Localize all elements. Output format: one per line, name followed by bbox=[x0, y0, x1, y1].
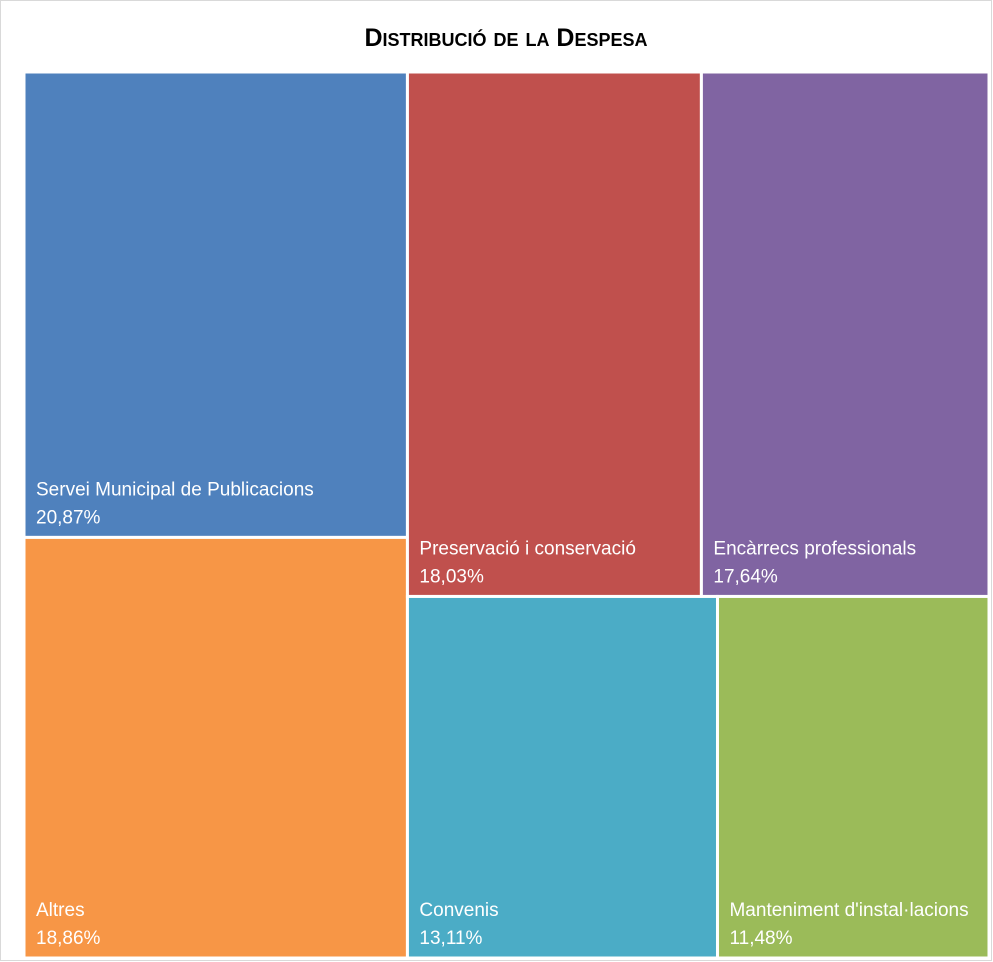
tile-value-label: 13,11% bbox=[419, 928, 482, 949]
tile-value-label: 18,03% bbox=[419, 566, 484, 587]
tile-name-label: Preservació i conservació bbox=[419, 538, 635, 559]
treemap-tile bbox=[22, 535, 409, 960]
tile-value-label: 20,87% bbox=[36, 507, 101, 528]
treemap-tile bbox=[405, 594, 719, 960]
treemap-tile bbox=[715, 594, 991, 960]
tile-name-label: Altres bbox=[36, 900, 85, 921]
treemap-tile bbox=[22, 70, 409, 539]
treemap-tile bbox=[405, 70, 703, 598]
tile-name-label: Encàrrecs professionals bbox=[713, 538, 916, 559]
tile-value-label: 17,64% bbox=[713, 566, 778, 587]
tile-value-label: 11,48% bbox=[729, 928, 792, 949]
treemap-tile bbox=[699, 70, 991, 598]
tile-name-label: Convenis bbox=[419, 900, 498, 921]
tile-value-label: 18,86% bbox=[36, 928, 101, 949]
tile-name-label: Servei Municipal de Publicacions bbox=[36, 479, 314, 500]
tile-name-label: Manteniment d'instal·lacions bbox=[729, 900, 968, 921]
chart-title: Distribució de la Despesa bbox=[365, 24, 648, 52]
